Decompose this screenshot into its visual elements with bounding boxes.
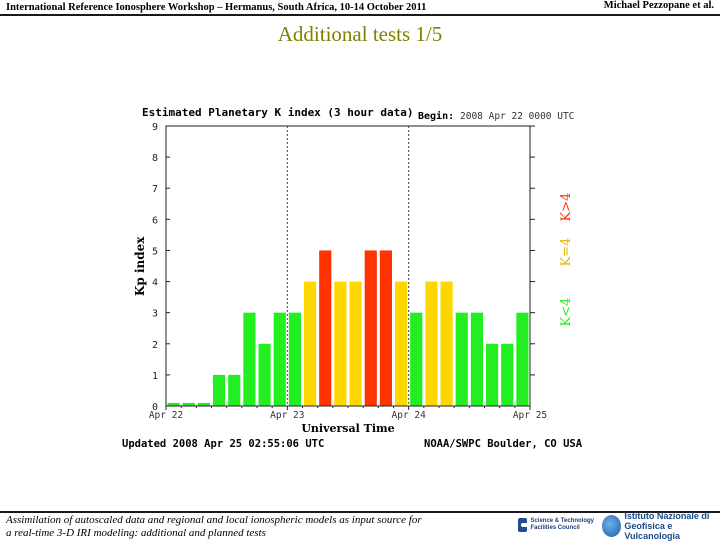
ingv-line-2: Geofisica e Vulcanologia [624, 521, 681, 541]
legend-entry: K=4 [559, 238, 574, 267]
y-tick-label: 5 [152, 246, 158, 257]
legend: K<4 K=4 K>4 [559, 193, 574, 327]
footer-rule [0, 511, 720, 513]
y-tick-label: 9 [152, 122, 158, 133]
workshop-header: International Reference Ionosphere Works… [6, 2, 427, 13]
begin-label: Begin: [418, 110, 454, 122]
legend-entry: K>4 [559, 193, 574, 222]
x-ticks: Apr 22 Apr 23 Apr 24 Apr 25 [149, 406, 547, 421]
legend-entry: K<4 [559, 298, 574, 327]
x-tick-label: Apr 23 [270, 410, 304, 421]
y-tick-label: 0 [152, 402, 158, 413]
y-ticks: 0 1 2 3 4 5 6 7 8 9 [152, 122, 170, 413]
stfc-logo-text: Science & Technology Facilities Council [530, 518, 595, 531]
x-tick-label: Apr 25 [513, 410, 547, 421]
slide-title: Additional tests 1/5 [277, 22, 443, 46]
kp-bar [425, 281, 438, 406]
kp-bar [334, 281, 347, 406]
footer-line-1: Assimilation of autoscaled data and regi… [6, 514, 422, 526]
kp-bar [243, 312, 256, 406]
begin-value: 2008 Apr 22 0000 UTC [460, 111, 574, 122]
kp-bar [288, 312, 301, 406]
y-tick-label: 7 [152, 184, 158, 195]
kp-bar [516, 312, 529, 406]
stfc-logo-icon [518, 518, 532, 532]
x-tick-label: Apr 24 [392, 410, 427, 421]
kp-bar [197, 402, 210, 406]
kp-bar [410, 312, 423, 406]
chart-title: Estimated Planetary K index (3 hour data… [142, 106, 414, 119]
kp-bar [273, 312, 286, 406]
footer-caption: Assimilation of autoscaled data and regi… [6, 514, 486, 539]
kp-bar [455, 312, 468, 406]
kp-bar [395, 281, 408, 406]
kp-bar [470, 312, 483, 406]
x-axis-label: Universal Time [301, 422, 394, 435]
author-header: Michael Pezzopane et al. [603, 0, 714, 11]
y-tick-label: 6 [152, 215, 158, 226]
updated-text: Updated 2008 Apr 25 02:55:06 UTC [122, 438, 324, 450]
kp-bar [167, 402, 180, 406]
kp-bar [258, 343, 271, 406]
kp-bar [213, 374, 226, 406]
ingv-line-1: Istituto Nazionale di [624, 511, 710, 521]
kp-bar [182, 402, 195, 406]
kp-bar [319, 250, 332, 406]
ingv-globe-icon [602, 515, 622, 537]
ingv-logo: Istituto Nazionale di Geofisica e Vulcan… [602, 511, 718, 541]
kp-bar [379, 250, 392, 406]
grid-layer [286, 126, 410, 406]
kp-bar [440, 281, 453, 406]
kp-bar [501, 343, 514, 406]
header-rule [0, 14, 720, 16]
bars-layer [167, 250, 529, 406]
kp-bar [349, 281, 362, 406]
footer-line-2: a real-time 3-D IRI modeling: additional… [6, 526, 266, 539]
kp-bar [304, 281, 317, 406]
y-tick-label: 8 [152, 153, 158, 164]
kp-bar [486, 343, 499, 406]
source-text: NOAA/SWPC Boulder, CO USA [424, 438, 583, 450]
y-tick-label: 3 [152, 309, 158, 320]
y-axis-label: Kp index [133, 236, 147, 296]
y-tick-label: 2 [152, 340, 158, 351]
x-tick-label: Apr 22 [149, 410, 183, 421]
kp-bar [364, 250, 377, 406]
ingv-logo-text: Istituto Nazionale di Geofisica e Vulcan… [624, 511, 718, 541]
stfc-logo: Science & Technology Facilities Council [518, 514, 598, 536]
kp-bar [228, 374, 241, 406]
y-tick-label: 1 [152, 371, 158, 382]
y-tick-label: 4 [152, 278, 158, 289]
right-ticks [530, 125, 535, 376]
